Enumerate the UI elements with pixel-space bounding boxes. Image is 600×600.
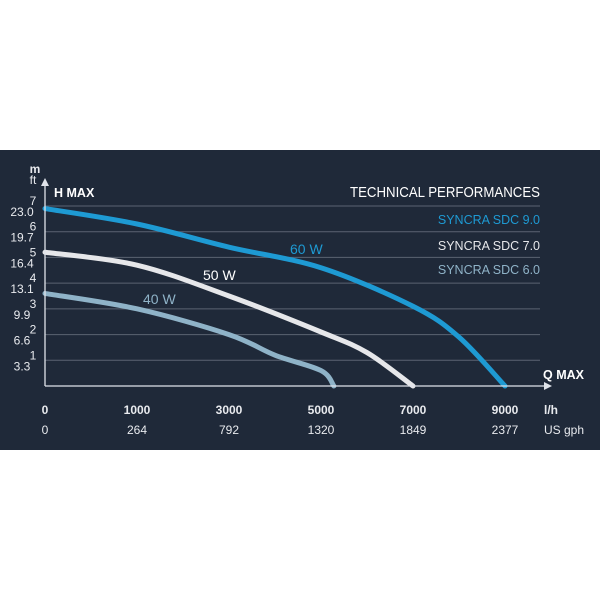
y-tick-m: 2 xyxy=(30,323,37,337)
x-tick-lh: 0 xyxy=(42,403,49,417)
legend-item-sdc-6: SYNCRA SDC 6.0 xyxy=(438,263,540,277)
legend-item-sdc-9: SYNCRA SDC 9.0 xyxy=(438,213,540,227)
y-unit-m: m xyxy=(30,162,41,176)
y-tick-ft: 16.4 xyxy=(10,256,34,270)
chart-title: TECHNICAL PERFORMANCES xyxy=(350,184,540,201)
x-axis-arrow-icon xyxy=(544,382,552,390)
series-label-50w: 50 W xyxy=(203,267,236,283)
y-tick-m: 5 xyxy=(30,245,37,259)
x-unit-lh: l/h xyxy=(544,403,558,417)
x-tick-usgph: 1320 xyxy=(308,423,335,437)
y-unit-ft: ft xyxy=(30,173,37,187)
x-tick-usgph: 0 xyxy=(42,423,49,437)
x-tick-usgph: 792 xyxy=(219,423,239,437)
y-axis-arrow-icon xyxy=(41,178,49,186)
series-label-60w: 60 W xyxy=(290,241,323,257)
y-tick-m: 3 xyxy=(30,297,37,311)
x-tick-usgph: 2377 xyxy=(492,423,519,437)
y-tick-ft: 13.1 xyxy=(10,282,34,296)
x-tick-lh: 7000 xyxy=(400,403,427,417)
y-tick-m: 4 xyxy=(30,271,37,285)
y-tick-ft: 23.0 xyxy=(10,205,34,219)
series-label-40w: 40 W xyxy=(143,291,176,307)
y-tick-m: 7 xyxy=(30,194,37,208)
x-unit-usgph: US gph xyxy=(544,423,584,437)
y-tick-m: 6 xyxy=(30,220,37,234)
y-tick-ft: 6.6 xyxy=(14,334,31,348)
y-tick-ft: 9.9 xyxy=(14,308,31,322)
x-tick-lh: 9000 xyxy=(492,403,519,417)
x-tick-usgph: 264 xyxy=(127,423,147,437)
y-tick-ft: 3.3 xyxy=(14,359,31,373)
x-tick-lh: 1000 xyxy=(124,403,151,417)
y-tick-m: 1 xyxy=(30,348,37,362)
curve-40w xyxy=(42,290,337,389)
x-tick-usgph: 1849 xyxy=(400,423,427,437)
x-axis-label: Q MAX xyxy=(543,368,585,382)
y-axis-label: H MAX xyxy=(54,186,95,200)
y-tick-ft: 19.7 xyxy=(10,231,34,245)
legend-item-sdc-7: SYNCRA SDC 7.0 xyxy=(438,239,540,253)
curve-60w xyxy=(42,206,508,389)
x-tick-lh: 3000 xyxy=(216,403,243,417)
curve-50w xyxy=(42,249,416,389)
x-tick-lh: 5000 xyxy=(308,403,335,417)
